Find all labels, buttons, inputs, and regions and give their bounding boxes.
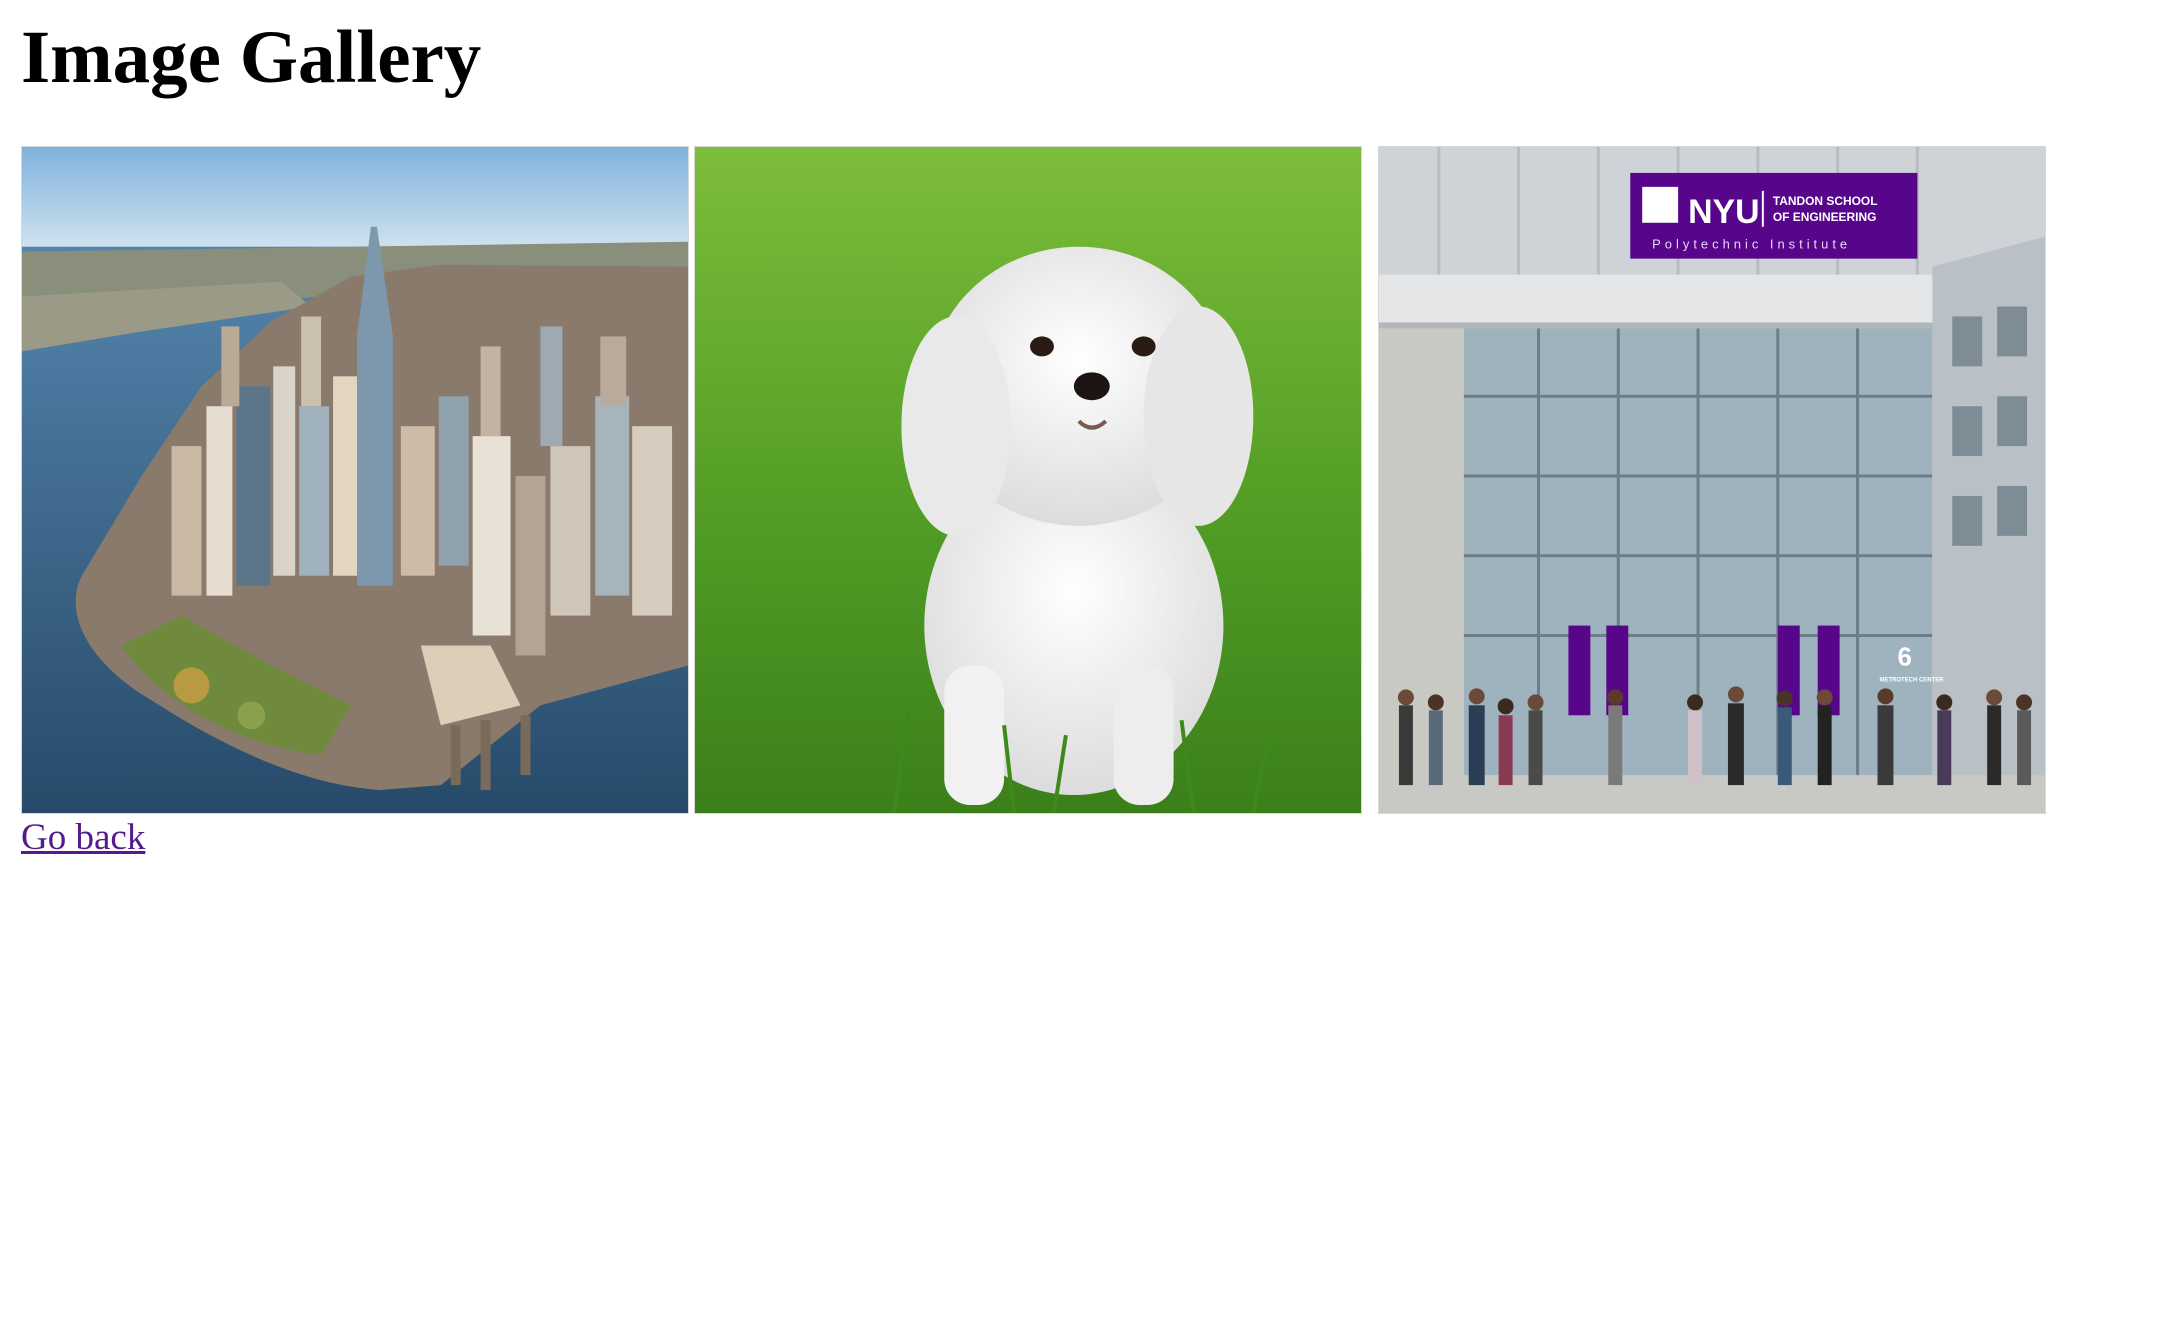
svg-text:TANDON SCHOOL: TANDON SCHOOL xyxy=(1773,194,1878,208)
svg-text:6: 6 xyxy=(1897,643,1911,671)
svg-text:OF ENGINEERING: OF ENGINEERING xyxy=(1773,210,1877,224)
gallery-image-nyu-building[interactable]: NYU TANDON SCHOOL OF ENGINEERING Polytec… xyxy=(1378,146,2046,814)
svg-text:NYU: NYU xyxy=(1688,193,1760,231)
image-gallery: NYU TANDON SCHOOL OF ENGINEERING Polytec… xyxy=(21,146,2061,814)
svg-text:METROTECH CENTER: METROTECH CENTER xyxy=(1879,677,1944,683)
nyu-building-image: NYU TANDON SCHOOL OF ENGINEERING Polytec… xyxy=(1379,147,2045,813)
go-back-link[interactable]: Go back xyxy=(21,817,146,858)
gallery-image-city[interactable] xyxy=(21,146,689,814)
city-aerial-image xyxy=(22,147,688,813)
gallery-image-dog[interactable] xyxy=(694,146,1362,814)
page-title: Image Gallery xyxy=(21,16,482,99)
dog-image xyxy=(695,147,1361,813)
svg-text:Polytechnic Institute: Polytechnic Institute xyxy=(1652,237,1851,252)
